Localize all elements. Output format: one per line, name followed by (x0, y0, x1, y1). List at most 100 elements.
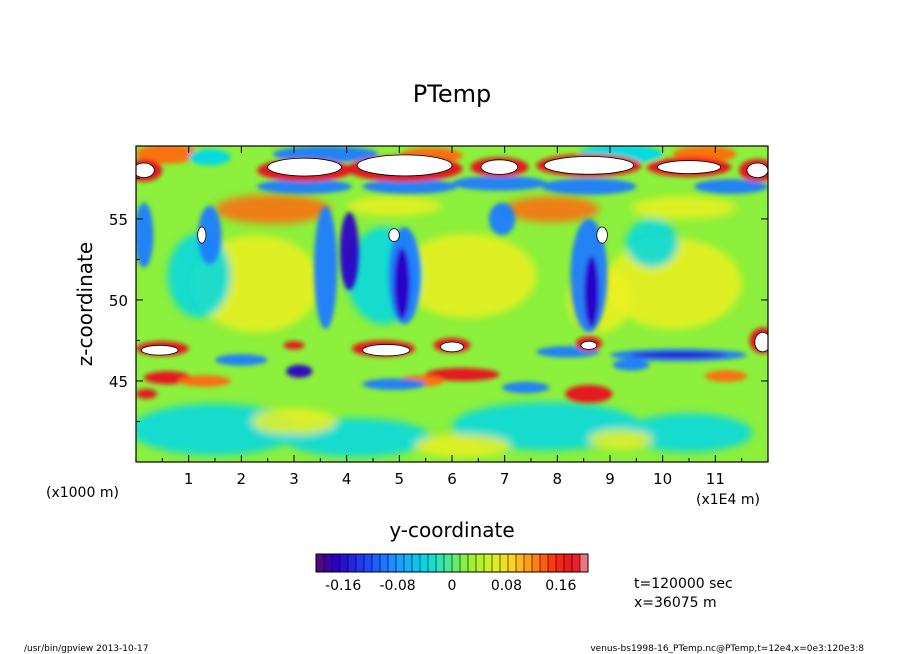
field-blob (215, 194, 331, 224)
field-blob (631, 196, 737, 219)
saturated-region (388, 228, 400, 243)
colorbar-segment (580, 554, 589, 572)
field-blob (215, 354, 268, 366)
saturated-region (439, 341, 464, 353)
colorbar-segment (468, 554, 477, 572)
x-tick-label: 1 (184, 470, 194, 488)
y-axis: 45 50 55 (109, 177, 768, 422)
colorbar-segment (420, 554, 429, 572)
colorbar-segment (348, 554, 357, 572)
field-blob (584, 256, 599, 328)
saturated-region (267, 157, 342, 177)
field-blob (283, 341, 305, 350)
x-tick-label: 5 (395, 470, 405, 488)
saturated-region (754, 332, 768, 353)
colorbar-segment (572, 554, 581, 572)
saturated-region (543, 156, 635, 175)
footer-right: venus-bs1998-16_PTemp.nc@PTemp,t=12e4,x=… (590, 644, 864, 654)
field-blob (625, 218, 679, 268)
x-tick-label: 6 (447, 470, 457, 488)
saturated-region (136, 162, 155, 178)
field-blob (612, 359, 650, 371)
field-blob (136, 146, 200, 164)
colorbar-segment (428, 554, 437, 572)
x-tick-label: 2 (237, 470, 247, 488)
field-blob (488, 202, 516, 236)
saturated-region (580, 340, 598, 350)
field-blob (588, 429, 653, 449)
field-blob (502, 381, 550, 394)
field-blob (136, 202, 154, 268)
field-blob (625, 413, 753, 453)
colorbar-segment (444, 554, 453, 572)
saturated-region (197, 226, 207, 244)
field-blob (452, 176, 547, 191)
field-blob (362, 378, 426, 390)
colorbar: -0.16 -0.08 0 0.08 0.16 (315, 553, 589, 594)
colorbar-segment (380, 554, 389, 572)
position-label: x=36075 m (634, 595, 717, 611)
colorbar-segment (476, 554, 485, 572)
colorbar-segment (516, 554, 525, 572)
colorbar-tick-label: 0.08 (491, 578, 522, 594)
field-blob (394, 248, 410, 320)
colorbar-segment (388, 554, 397, 572)
x-axis-title: y-coordinate (389, 518, 514, 542)
colorbar-segment (356, 554, 365, 572)
colorbar-segment (372, 554, 381, 572)
x-tick-label: 9 (605, 470, 615, 488)
saturated-region (596, 226, 608, 244)
field-blob (286, 364, 313, 378)
x-tick-label: 10 (653, 470, 672, 488)
x-tick-label: 8 (553, 470, 563, 488)
field-blob (251, 408, 337, 435)
field-blob (415, 434, 510, 458)
colorbar-segment (548, 554, 557, 572)
colorbar-segment (404, 554, 413, 572)
field-blob (314, 205, 338, 330)
colorbar-segment (460, 554, 469, 572)
footer-left: /usr/bin/gpview 2013-10-17 (24, 644, 148, 654)
colorbar-segment (508, 554, 517, 572)
x-scale-label: (x1000 m) (46, 485, 119, 501)
colorbar-segment (500, 554, 509, 572)
field-blob (257, 179, 352, 194)
field-blob (362, 179, 458, 194)
saturated-regions (136, 154, 768, 357)
colorbar-segment (412, 554, 421, 572)
colorbar-segment (452, 554, 461, 572)
y-tick-label: 50 (109, 292, 128, 310)
colorbar-segment (556, 554, 565, 572)
field-blob (565, 385, 613, 403)
colorbar-segment (492, 554, 501, 572)
colorbar-segment (532, 554, 541, 572)
colorbar-segment (340, 554, 349, 572)
field-blob (346, 196, 442, 216)
field-blob (694, 179, 768, 194)
colorbar-segment (564, 554, 573, 572)
y-tick-label: 45 (109, 373, 128, 391)
field-blob (136, 389, 157, 399)
saturated-region (362, 344, 411, 357)
saturated-region (356, 154, 453, 177)
colorbar-frame (315, 553, 589, 573)
field-blob (339, 212, 359, 291)
colorbar-segment (484, 554, 493, 572)
colorbar-segment (396, 554, 405, 572)
x-unit-label: (x1E4 m) (696, 492, 760, 508)
field-blob (504, 196, 600, 223)
y-tick-label: 55 (109, 211, 128, 229)
x-axis: 1 2 3 4 5 6 7 8 9 10 11 (161, 146, 743, 488)
saturated-region (657, 160, 722, 175)
field-blob (399, 233, 537, 318)
colorbar-segment (316, 554, 325, 572)
field-blob (631, 352, 726, 358)
field-blob (541, 178, 637, 195)
colorbar-tick-label: 0.16 (545, 578, 576, 594)
field-blob (704, 370, 748, 382)
saturated-region (140, 344, 179, 356)
colorbar-tick-label: -0.16 (325, 578, 361, 594)
colorbar-segment (436, 554, 445, 572)
